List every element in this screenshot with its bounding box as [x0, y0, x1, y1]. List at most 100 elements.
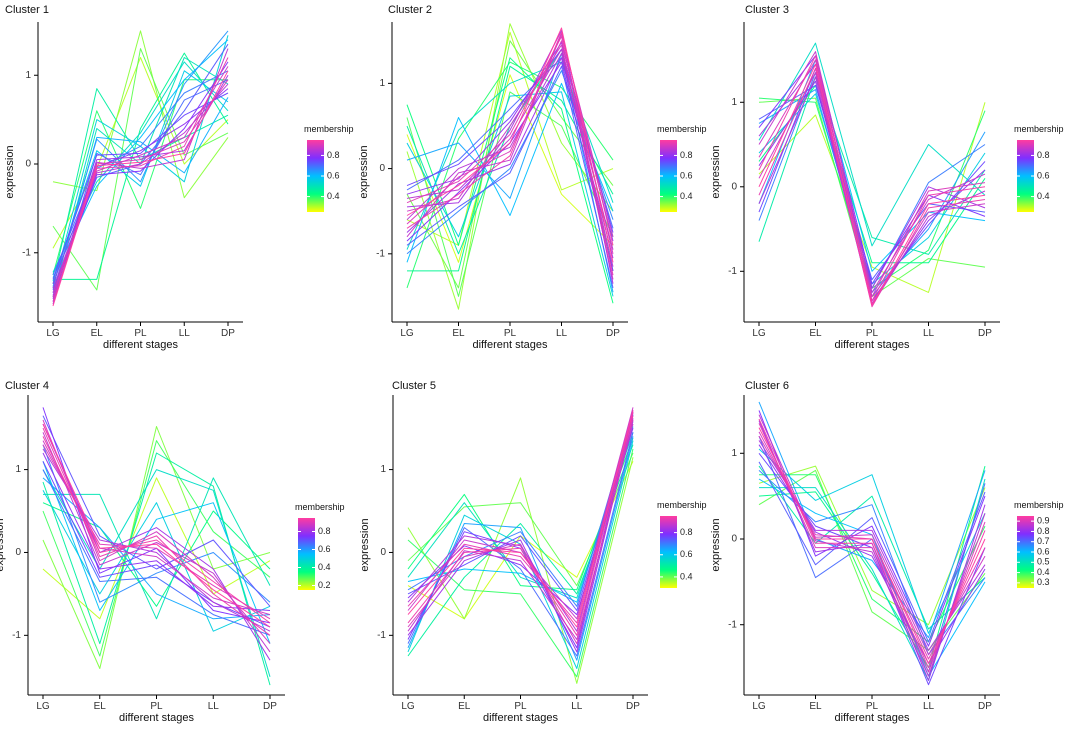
y-tick-label: -1 — [22, 247, 31, 258]
x-tick-label: LG — [46, 328, 60, 339]
legend-tick-label: 0.6 — [680, 549, 693, 559]
chart-panel-cluster-4: Cluster 4 LG EL PL LL DP -1 0 1 different stages e… — [0, 380, 345, 724]
x-axis-title: different stages — [834, 339, 910, 351]
x-tick-label: LL — [179, 328, 191, 339]
legend-tick-label: 0.9 — [1037, 516, 1050, 526]
legend-title: membership — [657, 124, 707, 134]
chart-panel-cluster-6: Cluster 6 LG EL PL LL DP -1 0 1 different stages e… — [710, 380, 1064, 724]
series-line — [42, 448, 271, 632]
panel-title: Cluster 5 — [392, 380, 436, 392]
x-tick-label: LL — [208, 701, 220, 712]
series-line — [52, 70, 229, 307]
legend-tick-label: 0.4 — [680, 571, 693, 581]
series-line — [52, 61, 229, 296]
series-line — [758, 469, 986, 651]
y-axis-title: expression — [710, 518, 722, 571]
y-tick-label: -1 — [12, 630, 21, 641]
series-line — [407, 409, 634, 624]
legend-tick-label: 0.6 — [1037, 170, 1050, 180]
x-tick-label: PL — [514, 701, 527, 712]
membership-legend: membership 0.4 0.6 0.8 — [1014, 124, 1064, 212]
legend-tick-label: 0.4 — [1037, 191, 1050, 201]
legend-tick-label: 0.8 — [1037, 150, 1050, 160]
x-tick-label: PL — [150, 701, 163, 712]
y-tick-label: 0 — [731, 181, 737, 192]
series-line — [52, 79, 229, 298]
legend-tick-label: 0.8 — [1037, 526, 1050, 536]
panel-title: Cluster 1 — [5, 4, 49, 16]
series-lines — [407, 407, 634, 684]
series-lines — [406, 23, 614, 310]
series-line — [42, 440, 271, 616]
legend-colorbar — [1017, 516, 1034, 588]
series-line — [758, 401, 986, 639]
legend-tick-label: 0.8 — [327, 150, 340, 160]
legend-tick-label: 0.8 — [318, 526, 331, 536]
y-tick-label: 0 — [15, 547, 21, 558]
series-line — [758, 59, 986, 298]
series-line — [759, 474, 986, 643]
x-axis-title: different stages — [103, 339, 179, 351]
series-line — [758, 461, 986, 643]
series-line — [53, 52, 229, 280]
series-line — [406, 31, 614, 246]
y-tick-label: 0 — [379, 163, 385, 174]
series-line — [406, 44, 614, 280]
panel-title: Cluster 3 — [745, 4, 789, 16]
x-axis-title: different stages — [119, 712, 195, 724]
y-axis-title: expression — [359, 518, 371, 571]
y-axis-title: expression — [0, 518, 6, 571]
series-line — [758, 84, 986, 281]
series-line — [42, 436, 271, 624]
series-line — [758, 63, 986, 306]
series-lines — [52, 30, 229, 307]
y-axis-title: expression — [710, 145, 722, 198]
legend-colorbar — [660, 516, 677, 588]
x-tick-label: PL — [866, 701, 879, 712]
series-line — [42, 444, 271, 603]
x-tick-label: LL — [556, 328, 568, 339]
series-line — [406, 57, 614, 304]
y-tick-label: -1 — [728, 266, 737, 277]
series-line — [407, 411, 634, 628]
x-tick-label: EL — [458, 701, 471, 712]
x-tick-label: DP — [626, 701, 640, 712]
series-line — [758, 465, 986, 626]
series-line — [758, 42, 986, 247]
series-line — [407, 437, 634, 591]
x-tick-label: LG — [36, 701, 50, 712]
x-tick-label: EL — [94, 701, 107, 712]
series-line — [52, 70, 229, 282]
series-line — [406, 65, 614, 289]
legend-title: membership — [1014, 124, 1064, 134]
x-tick-label: LL — [923, 701, 935, 712]
series-line — [758, 76, 986, 255]
chart-panel-cluster-2: Cluster 2 LG EL PL LL DP -1 0 1 different stages e… — [358, 4, 707, 351]
chart-panel-cluster-1: Cluster 1 LG EL PL LL DP -1 0 1 different stages e… — [4, 4, 354, 351]
legend-tick-label: 0.4 — [680, 191, 693, 201]
membership-legend: membership 0.4 0.6 0.8 — [304, 124, 354, 212]
y-tick-label: 0 — [731, 534, 737, 545]
panels-layer: Cluster 1 LG EL PL LL DP -1 0 1 different stages e… — [0, 4, 1064, 724]
membership-legend: membership 0.30.40.50.60.70.80.9 — [1014, 500, 1064, 588]
series-line — [407, 415, 634, 636]
series-line — [758, 51, 986, 293]
y-tick-label: 0 — [380, 547, 386, 558]
legend-colorbar — [660, 140, 677, 212]
series-line — [758, 55, 986, 302]
x-tick-label: DP — [221, 328, 235, 339]
chart-panel-cluster-3: Cluster 3 LG EL PL LL DP -1 0 1 different stages e… — [710, 4, 1064, 351]
legend-tick-label: 0.6 — [327, 170, 340, 180]
legend-tick-label: 0.4 — [318, 562, 331, 572]
series-line — [406, 91, 614, 297]
series-line — [407, 419, 634, 645]
series-line — [42, 440, 271, 657]
series-lines — [42, 407, 271, 686]
series-line — [42, 444, 271, 620]
x-tick-label: DP — [606, 328, 620, 339]
x-tick-label: EL — [91, 328, 104, 339]
x-axis-title: different stages — [483, 712, 559, 724]
panel-title: Cluster 2 — [388, 4, 432, 16]
legend-tick-label: 0.8 — [680, 150, 693, 160]
x-tick-label: LG — [752, 328, 766, 339]
